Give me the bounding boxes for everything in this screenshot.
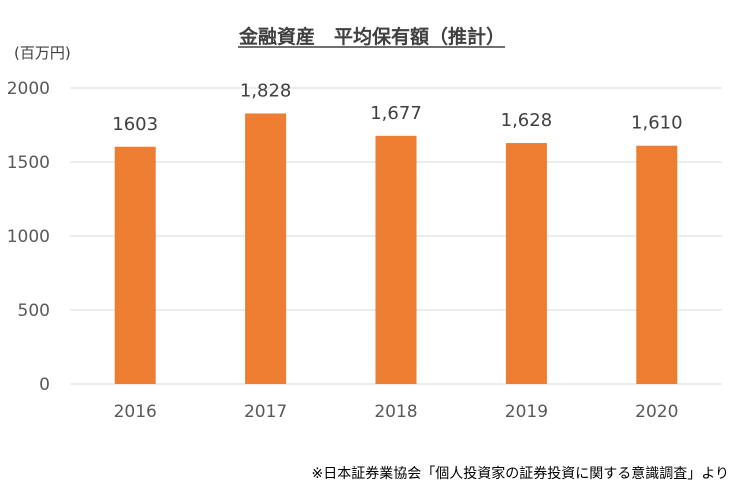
bar-2016: [114, 146, 156, 384]
bar-2017: [245, 113, 287, 385]
y-tick-label: 500: [18, 301, 50, 321]
y-tick-label: 1000: [7, 227, 50, 247]
y-axis-unit: (百万円): [14, 44, 71, 62]
x-tick-label-2020: 2020: [635, 402, 678, 422]
bars: [114, 113, 678, 385]
bar-2020: [636, 145, 678, 384]
x-tick-label-2019: 2019: [505, 402, 548, 422]
bar-2019: [505, 143, 547, 384]
y-tick-label: 2000: [7, 79, 50, 99]
data-label-2016: 1603: [112, 114, 158, 135]
bar-2018: [375, 135, 417, 384]
data-label-2017: 1,828: [240, 80, 292, 101]
data-label-2019: 1,628: [501, 110, 553, 131]
y-axis-ticks: 0 500 1000 1500 2000: [7, 79, 50, 395]
y-tick-label: 0: [39, 375, 50, 395]
data-label-2018: 1,677: [370, 103, 422, 124]
x-tick-label-2016: 2016: [114, 402, 157, 422]
data-label-2020: 1,610: [631, 113, 683, 134]
data-labels: 1603 1,828 1,677 1,628 1,610: [112, 80, 682, 134]
chart-title: 金融資産 平均保有額（推計）: [238, 25, 505, 48]
source-note: ※日本証券業協会「個人投資家の証券投資に関する意識調査」より: [312, 465, 729, 482]
y-tick-label: 1500: [7, 153, 50, 173]
x-axis-ticks: 2016 2017 2018 2019 2020: [114, 402, 679, 422]
x-tick-label-2017: 2017: [244, 402, 287, 422]
x-tick-label-2018: 2018: [374, 402, 417, 422]
